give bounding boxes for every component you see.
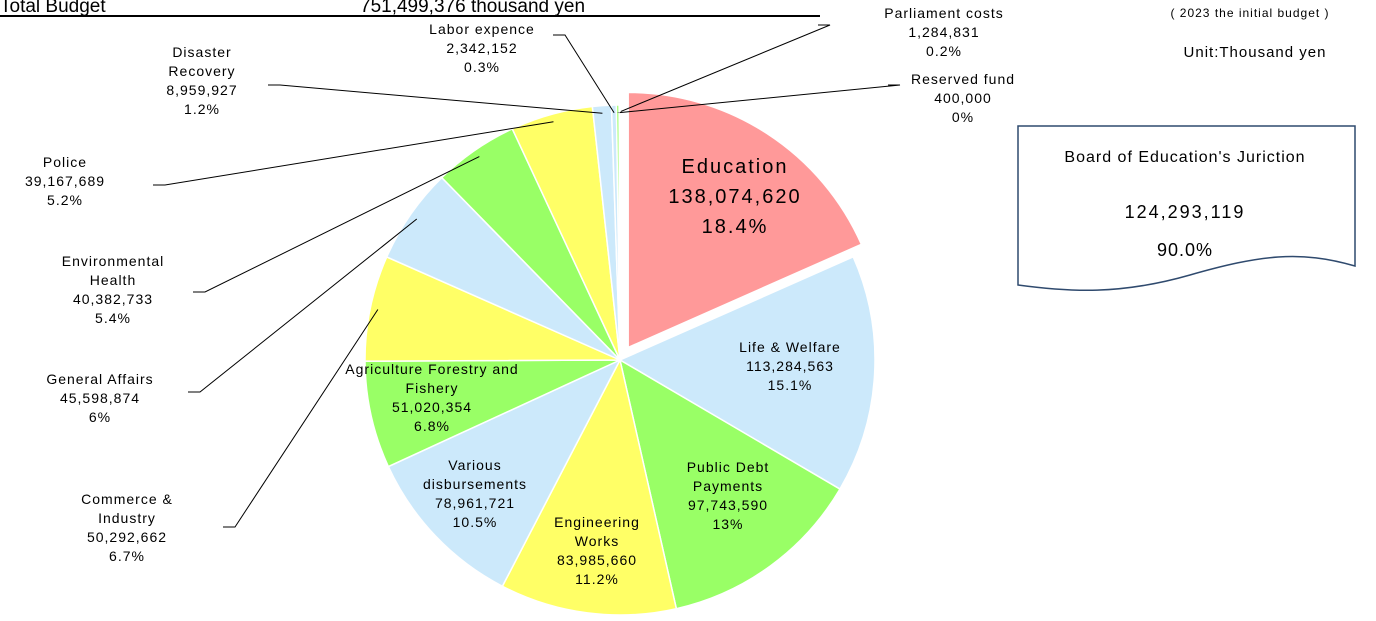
label-percent-labels: 0%	[951, 109, 975, 125]
pie-slice	[618, 255, 876, 491]
leader-line	[193, 156, 480, 293]
slice-label: Parliament costs 1,284,831 0.2%	[859, 4, 1029, 61]
label-percent-labels: 15.1%	[767, 377, 813, 393]
label-value-labels: 2,342,152	[446, 40, 518, 56]
label-percent-labels: 6.8%	[414, 418, 450, 434]
box-title: Board of Education's Juriction	[1064, 149, 1306, 166]
pie-slice	[364, 359, 621, 468]
pie-slice	[501, 357, 678, 616]
label-percent-labels: 10.5%	[452, 514, 498, 530]
label-percent-labels: 11.2%	[575, 571, 619, 587]
label-categories: Labor expence	[429, 21, 535, 37]
label-percent-labels: 5.2%	[47, 192, 83, 208]
pie-slice	[387, 358, 622, 588]
label-categories: Parliament costs	[884, 5, 1004, 21]
leader-line	[617, 24, 831, 114]
label-categories: Agriculture Forestry and Fishery	[345, 361, 519, 396]
callout-box	[1017, 125, 1356, 292]
pie-slice	[618, 104, 621, 361]
label-value-labels: 113,284,563	[746, 358, 834, 374]
leader-line	[268, 84, 603, 114]
slice-label: Education 138,074,620 18.4%	[635, 152, 835, 242]
pie-slice	[627, 91, 863, 349]
label-percent-labels: 0.2%	[926, 43, 962, 59]
label-value-labels: 138,074,620	[668, 186, 802, 208]
label-categories: Various disbursements	[422, 457, 528, 492]
label-value-labels: 83,985,660	[556, 552, 638, 568]
label-value-labels: 78,961,721	[434, 495, 516, 511]
label-categories: Commerce & Industry	[81, 491, 173, 526]
leader-line	[619, 84, 901, 114]
slice-label: Life & Welfare 113,284,563 15.1%	[715, 338, 865, 395]
label-percent-labels: 5.4%	[95, 310, 131, 326]
label-value-labels: 39,167,689	[24, 173, 106, 189]
slice-label: Reserved fund 400,000 0%	[888, 70, 1038, 127]
slice-label: Police 39,167,689 5.2%	[15, 153, 115, 210]
slice-label: Labor expence 2,342,152 0.3%	[412, 20, 552, 77]
label-value-labels: 8,959,927	[166, 82, 238, 98]
slice-label: Engineering Works 83,985,660 11.2%	[547, 513, 647, 589]
pie-slice	[618, 358, 841, 610]
slice-label: Public Debt Payments 97,743,590 13%	[673, 458, 783, 534]
label-percent-labels: 18.4%	[701, 216, 769, 238]
label-value-labels: 50,292,662	[86, 529, 168, 545]
leader-line	[553, 34, 615, 113]
label-percent-labels: 6%	[88, 409, 112, 425]
leader-line	[188, 218, 418, 393]
label-value-labels: 45,598,874	[59, 390, 141, 406]
slice-label: Commerce & Industry 50,292,662 6.7%	[67, 490, 187, 566]
box-value: 124,293,119	[1124, 202, 1246, 222]
label-value-labels: 40,382,733	[72, 291, 154, 307]
chart-subtitle: 751,499,376 thousand yen	[360, 0, 586, 17]
slice-label: Various disbursements 78,961,721 10.5%	[410, 456, 540, 532]
chart-title: Total Budget	[0, 0, 106, 17]
label-categories: Environmental Health	[61, 253, 165, 288]
slice-label: Agriculture Forestry and Fishery 51,020,3…	[337, 360, 527, 436]
note: ( 2023 the initial budget )	[1170, 6, 1330, 20]
label-categories: Disaster Recovery	[168, 44, 236, 79]
slice-label: Environmental Health 40,382,733 5.4%	[48, 252, 178, 328]
label-categories: Engineering Works	[554, 514, 640, 549]
label-percent-labels: 6.7%	[109, 548, 145, 564]
label-categories: Life & Welfare	[739, 339, 841, 355]
label-percent-labels: 0.3%	[464, 59, 500, 75]
label-categories: Police	[42, 154, 88, 170]
leader-line	[153, 121, 554, 186]
label-categories: Reserved fund	[910, 71, 1016, 87]
label-value-labels: 400,000	[934, 90, 992, 106]
label-categories: General Affairs	[46, 371, 154, 387]
leader-line	[223, 309, 379, 528]
slice-label: Disaster Recovery 8,959,927 1.2%	[152, 43, 252, 119]
unit: Unit:Thousand yen	[1183, 44, 1327, 61]
label-value-labels: 51,020,354	[391, 399, 473, 415]
label-categories: Public Debt Payments	[686, 459, 770, 494]
label-value-labels: 97,743,590	[687, 497, 769, 513]
label-percent-labels: 13%	[712, 516, 744, 532]
label-categories: Education	[681, 156, 789, 178]
label-percent-labels: 1.2%	[184, 101, 220, 117]
slice-label: General Affairs 45,598,874 6%	[25, 370, 175, 427]
pie-slice	[364, 255, 621, 362]
label-value-labels: 1,284,831	[908, 24, 980, 40]
box-percent: 90.0%	[1156, 240, 1214, 260]
